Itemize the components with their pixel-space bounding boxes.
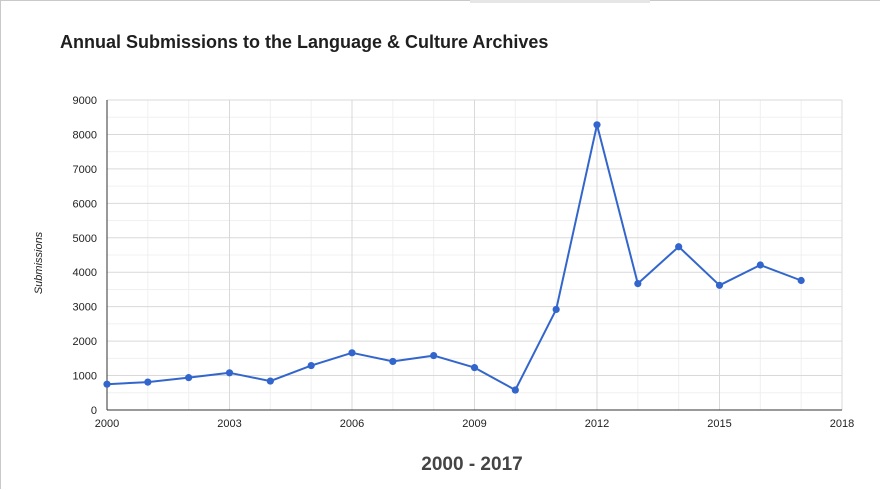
data-point [552, 305, 560, 314]
x-tick-label: 2018 [830, 418, 854, 430]
y-tick-label: 5000 [73, 233, 97, 245]
grid [107, 99, 843, 410]
y-tick-label: 9000 [73, 95, 97, 107]
data-point [348, 349, 356, 357]
x-tick-label: 2009 [462, 418, 486, 430]
data-point [797, 276, 805, 285]
x-tick-label: 2006 [340, 418, 364, 430]
y-tick-label: 0 [91, 405, 97, 417]
data-point [307, 361, 315, 370]
data-point [225, 369, 234, 377]
y-tick-label: 2000 [73, 336, 97, 348]
y-tick-label: 7000 [73, 164, 97, 176]
data-point [675, 243, 683, 251]
data-point [756, 261, 764, 269]
x-tick-label: 2000 [95, 418, 119, 430]
y-tick-label: 1000 [73, 371, 97, 383]
data-point [185, 374, 193, 382]
chart-title: Annual Submissions to the Language & Cul… [60, 32, 548, 52]
data-point [470, 364, 479, 372]
data-point [511, 386, 519, 394]
y-tick-label: 3000 [73, 302, 97, 314]
data-point [144, 378, 152, 386]
data-point [103, 380, 111, 388]
y-tick-label: 6000 [73, 198, 97, 210]
data-point [266, 377, 274, 385]
data-point [593, 121, 601, 129]
x-tick-label: 2003 [217, 418, 241, 430]
y-tick-label: 4000 [73, 267, 97, 279]
x-tick-label: 2015 [707, 418, 731, 430]
tick-labels: 0 1000 2000 3000 4000 5000 6000 7000 8000 9000 200… [73, 95, 855, 430]
series-line [106, 123, 802, 391]
data-point [430, 351, 438, 360]
x-tick-label: 2012 [585, 418, 609, 430]
series [103, 121, 805, 394]
data-point [715, 281, 724, 289]
y-tick-label: 8000 [73, 129, 97, 141]
axes [106, 100, 842, 411]
y-axis-label: Submissions [33, 231, 45, 294]
x-axis-label: 2000 - 2017 [421, 454, 522, 475]
data-point [389, 357, 397, 366]
top-divider [470, 0, 650, 3]
data-point [634, 279, 642, 288]
